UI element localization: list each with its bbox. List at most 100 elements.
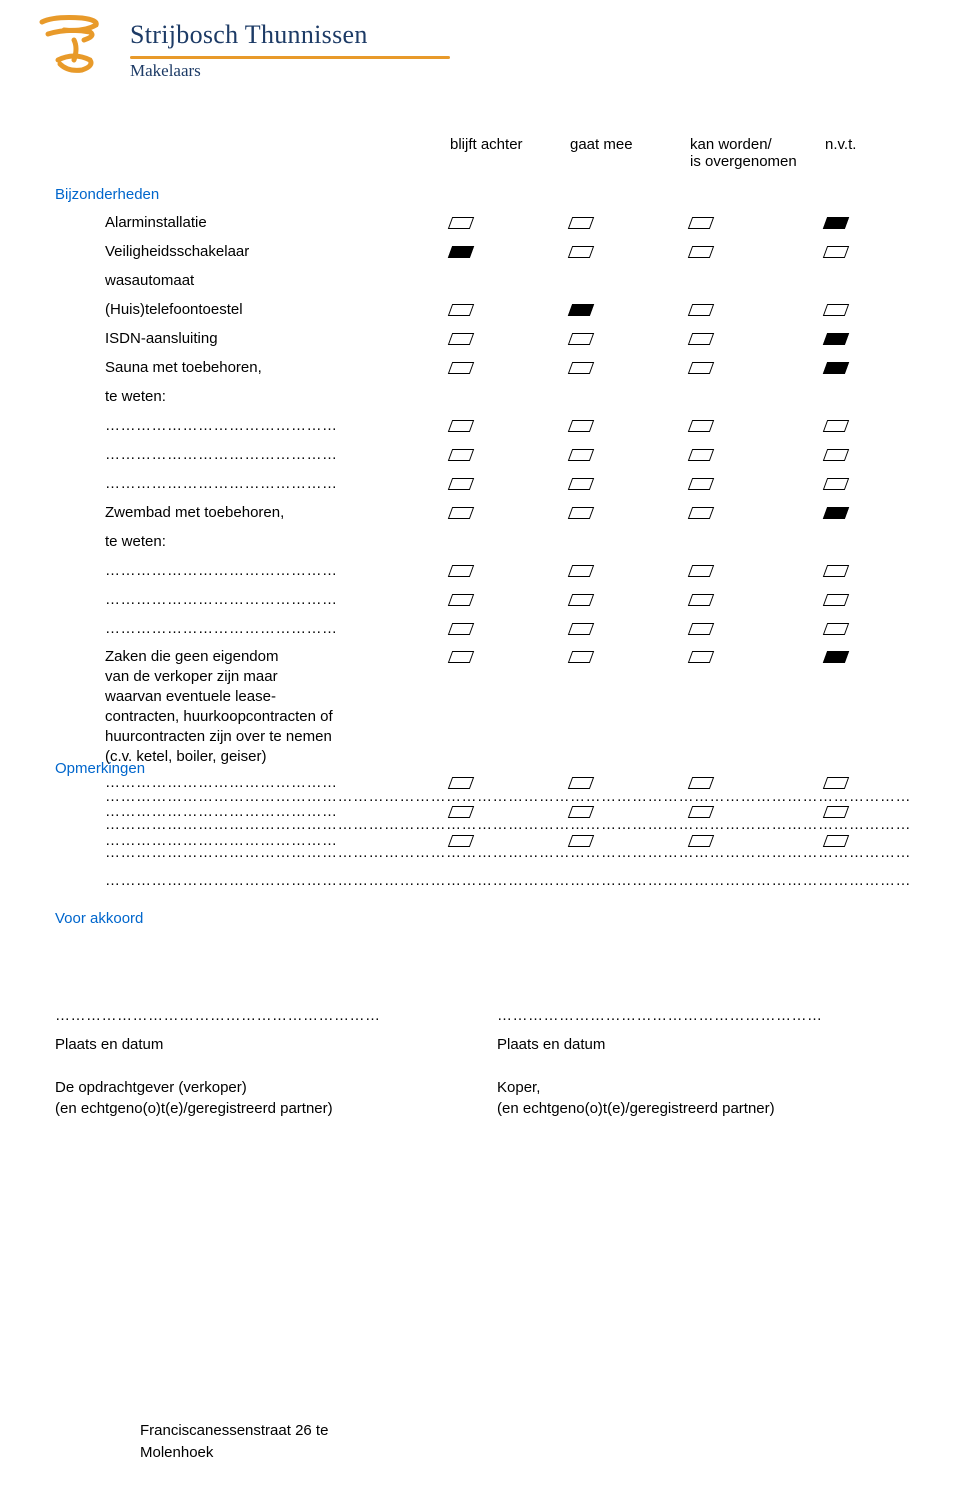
- checkbox[interactable]: [568, 333, 594, 345]
- checkbox[interactable]: [688, 362, 714, 374]
- rows-c4: [825, 208, 905, 855]
- checkbox-cell: [450, 382, 550, 411]
- rows-c3: [690, 208, 810, 855]
- checkbox[interactable]: [568, 217, 594, 229]
- checkbox-cell: [450, 643, 550, 768]
- row-label: ………………………………………: [105, 440, 435, 469]
- role-left-2: (en echtgeno(o)t(e)/geregistreerd partne…: [55, 1100, 333, 1117]
- checkbox-cell: [570, 411, 670, 440]
- sig-line-left: ………………………………………………………: [55, 1007, 473, 1024]
- checkbox[interactable]: [448, 420, 474, 432]
- akkoord-heading: Voor akkoord: [55, 910, 915, 927]
- checkbox[interactable]: [568, 565, 594, 577]
- checkbox[interactable]: [688, 217, 714, 229]
- checkbox[interactable]: [688, 623, 714, 635]
- checkbox-cell: [825, 266, 905, 295]
- checkbox-cell: [690, 643, 810, 768]
- checkbox[interactable]: [448, 362, 474, 374]
- checkbox[interactable]: [688, 449, 714, 461]
- comment-lines: ……………………………………………………………………………………………………………: [105, 783, 915, 895]
- checkbox[interactable]: [448, 507, 474, 519]
- checkbox-cell: [450, 353, 550, 382]
- checkbox[interactable]: [688, 478, 714, 490]
- sig-line-right: ………………………………………………………: [497, 1007, 915, 1024]
- rows-c2: [570, 208, 670, 855]
- checkbox[interactable]: [568, 420, 594, 432]
- checkbox-cell: [450, 527, 550, 556]
- checkbox[interactable]: [448, 565, 474, 577]
- checkbox[interactable]: [823, 594, 849, 606]
- checkbox[interactable]: [688, 304, 714, 316]
- col-header-3-l1: kan worden/: [690, 136, 810, 153]
- checkbox[interactable]: [688, 651, 714, 663]
- checkbox[interactable]: [688, 507, 714, 519]
- checkbox[interactable]: [448, 333, 474, 345]
- checkbox[interactable]: [823, 304, 849, 316]
- checkbox-cell: [570, 556, 670, 585]
- checkbox[interactable]: [448, 246, 474, 258]
- checkbox[interactable]: [823, 333, 849, 345]
- checkbox[interactable]: [568, 449, 594, 461]
- checkbox[interactable]: [688, 246, 714, 258]
- role-right-2: (en echtgeno(o)t(e)/geregistreerd partne…: [497, 1100, 775, 1117]
- col-header-1: blijft achter: [450, 136, 550, 153]
- checkbox[interactable]: [688, 420, 714, 432]
- checkbox[interactable]: [568, 623, 594, 635]
- checkbox[interactable]: [568, 362, 594, 374]
- checkbox[interactable]: [448, 651, 474, 663]
- checkbox[interactable]: [823, 246, 849, 258]
- place-date-left: Plaats en datum: [55, 1036, 473, 1053]
- akkoord-section: Voor akkoord ……………………………………………………… Plaat…: [55, 910, 915, 1119]
- checkbox[interactable]: [688, 594, 714, 606]
- row-label: te weten:: [105, 527, 435, 556]
- row-label-line: waarvan eventuele lease-: [105, 688, 276, 705]
- role-left-1: De opdrachtgever (verkoper): [55, 1079, 247, 1096]
- checkbox[interactable]: [448, 594, 474, 606]
- checkbox[interactable]: [823, 449, 849, 461]
- checkbox[interactable]: [568, 507, 594, 519]
- checkbox[interactable]: [688, 565, 714, 577]
- checkbox-cell: [450, 237, 550, 266]
- checkbox-cell: [690, 498, 810, 527]
- rows-c1: [450, 208, 550, 855]
- checkbox[interactable]: [448, 217, 474, 229]
- checkbox[interactable]: [568, 304, 594, 316]
- checkbox-cell: [690, 208, 810, 237]
- row-label: ………………………………………: [105, 411, 435, 440]
- checkbox-cell: [825, 353, 905, 382]
- checkbox[interactable]: [448, 449, 474, 461]
- checkbox[interactable]: [448, 623, 474, 635]
- checkbox[interactable]: [568, 594, 594, 606]
- checkbox[interactable]: [823, 217, 849, 229]
- checkbox-cell: [825, 556, 905, 585]
- checkbox[interactable]: [823, 651, 849, 663]
- row-label-line: Zaken die geen eigendom: [105, 648, 278, 665]
- checkbox-cell: [570, 237, 670, 266]
- checkbox-cell: [570, 585, 670, 614]
- role-right: Koper, (en echtgeno(o)t(e)/geregistreerd…: [497, 1077, 915, 1119]
- checkbox[interactable]: [688, 333, 714, 345]
- checkbox[interactable]: [568, 246, 594, 258]
- rows-labels: AlarminstallatieVeiligheidsschakelaarwas…: [105, 208, 435, 855]
- role-left: De opdrachtgever (verkoper) (en echtgeno…: [55, 1077, 473, 1119]
- checkbox[interactable]: [823, 507, 849, 519]
- checkbox[interactable]: [823, 362, 849, 374]
- checkbox[interactable]: [823, 478, 849, 490]
- col-header-2-l1: gaat mee: [570, 136, 670, 153]
- checkbox[interactable]: [568, 651, 594, 663]
- checkbox-cell: [690, 614, 810, 643]
- checkbox[interactable]: [823, 623, 849, 635]
- checkbox[interactable]: [448, 478, 474, 490]
- checkbox-cell: [450, 556, 550, 585]
- checkbox[interactable]: [823, 420, 849, 432]
- checkbox[interactable]: [568, 478, 594, 490]
- checkbox[interactable]: [448, 304, 474, 316]
- checkbox-cell: [690, 382, 810, 411]
- row-label-line: huurcontracten zijn over te nemen: [105, 728, 332, 745]
- col-header-3: kan worden/ is overgenomen: [690, 136, 810, 170]
- checkbox-cell: [450, 440, 550, 469]
- role-right-1: Koper,: [497, 1079, 540, 1096]
- checkbox[interactable]: [823, 565, 849, 577]
- row-label: ………………………………………: [105, 585, 435, 614]
- checkbox-cell: [450, 266, 550, 295]
